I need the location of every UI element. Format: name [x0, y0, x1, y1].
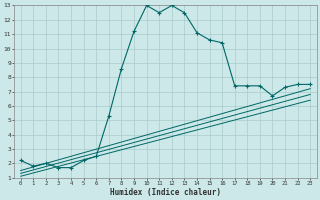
X-axis label: Humidex (Indice chaleur): Humidex (Indice chaleur)	[110, 188, 221, 197]
